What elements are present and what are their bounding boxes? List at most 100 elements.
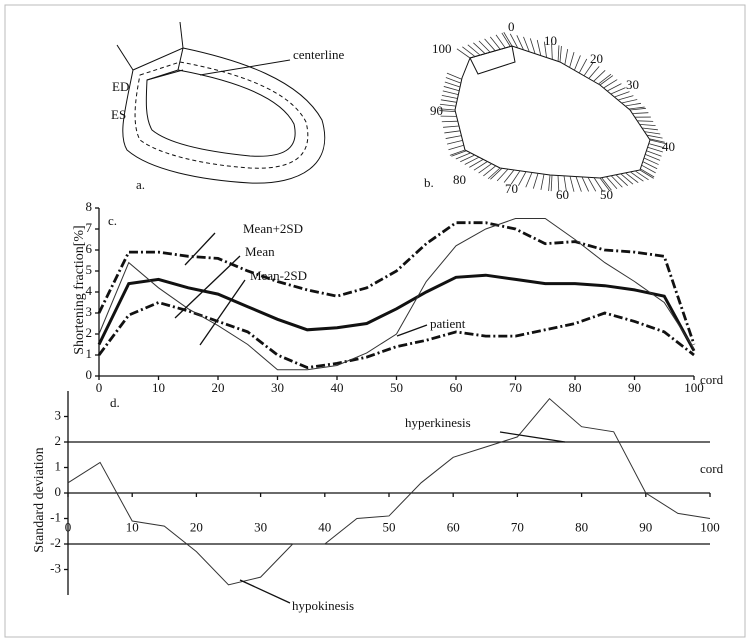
annotation: hyperkinesis bbox=[405, 415, 471, 430]
hatch-line bbox=[441, 100, 457, 103]
hatch-line bbox=[442, 95, 458, 98]
hatch-line bbox=[630, 172, 643, 181]
x-tick-label: 80 bbox=[569, 380, 582, 395]
hatch-line bbox=[640, 170, 654, 178]
x-axis-label: cord bbox=[700, 372, 724, 387]
x-tick-label: 60 bbox=[447, 520, 460, 535]
hatch-line bbox=[541, 174, 544, 190]
hatch-line bbox=[616, 175, 628, 186]
hatch-line bbox=[447, 140, 463, 144]
caption: a. bbox=[136, 177, 145, 192]
hatch-line bbox=[647, 135, 663, 138]
hatch-line bbox=[621, 174, 633, 184]
annotation: Mean-2SD bbox=[250, 268, 307, 283]
hatch-line bbox=[444, 86, 459, 90]
annotation: patient bbox=[430, 316, 466, 331]
hatch-line bbox=[462, 47, 475, 57]
hatch-line bbox=[473, 43, 485, 54]
panel-label: d. bbox=[110, 395, 120, 410]
y-tick-label: 0 bbox=[86, 367, 93, 382]
hatch-line bbox=[598, 74, 611, 84]
hatch-line bbox=[479, 164, 492, 173]
hatch-line bbox=[446, 136, 462, 139]
hatch-line bbox=[648, 147, 663, 152]
hatch-line bbox=[442, 121, 458, 122]
x-tick-label: 80 bbox=[575, 520, 588, 535]
y-tick-label: -1 bbox=[50, 509, 61, 524]
hatch-line bbox=[632, 113, 648, 114]
x-tick-label: 30 bbox=[254, 520, 267, 535]
hatch-line bbox=[468, 45, 480, 55]
annotation: hypokinesis bbox=[292, 598, 354, 613]
figure: ED ES centerline a. 0 10 20 30 40 50 60 … bbox=[0, 0, 751, 644]
hatch-line bbox=[625, 103, 641, 106]
x-tick-label: 60 bbox=[450, 380, 463, 395]
hatch-line bbox=[618, 96, 633, 100]
x-tick-label: 50 bbox=[390, 380, 403, 395]
hatch-line bbox=[642, 128, 658, 130]
hatch-line bbox=[537, 40, 541, 56]
caption: b. bbox=[424, 175, 434, 190]
hatch-line bbox=[443, 91, 459, 95]
hatch-line bbox=[549, 175, 550, 191]
hatch-line bbox=[443, 126, 459, 127]
x-tick-label: 40 bbox=[331, 380, 344, 395]
hatch-line bbox=[474, 162, 487, 171]
hatch-line bbox=[576, 177, 581, 192]
hatch-line bbox=[637, 121, 653, 122]
y-tick-label: 8 bbox=[86, 199, 93, 214]
x-axis-label: cord bbox=[700, 461, 724, 476]
x-tick-label: 50 bbox=[383, 520, 396, 535]
hatch-line bbox=[589, 66, 599, 78]
hatch-line bbox=[448, 145, 463, 150]
hatch-line bbox=[626, 173, 639, 183]
hatch-line bbox=[444, 131, 460, 133]
x-tick-label: 90 bbox=[639, 520, 652, 535]
series-line bbox=[99, 219, 694, 370]
label: ES bbox=[111, 107, 126, 122]
series-line bbox=[68, 399, 710, 585]
panel-b bbox=[439, 32, 666, 191]
hatch-line bbox=[523, 37, 529, 52]
label: 0 bbox=[508, 19, 515, 34]
hatch-line bbox=[526, 172, 532, 187]
x-tick-label: 0 bbox=[96, 380, 103, 395]
leader-line bbox=[397, 325, 427, 336]
y-tick-label: 0 bbox=[55, 484, 62, 499]
hatch-line bbox=[614, 92, 629, 97]
y-axis-label: Standard deviation bbox=[32, 447, 47, 552]
y-tick-label: 3 bbox=[55, 407, 62, 422]
x-tick-label: 20 bbox=[190, 520, 203, 535]
label: 30 bbox=[626, 77, 639, 92]
panel-label: c. bbox=[108, 213, 117, 228]
hatch-line bbox=[483, 166, 495, 176]
hatch-line bbox=[518, 172, 526, 186]
label: 10 bbox=[544, 33, 557, 48]
label: ED bbox=[112, 79, 129, 94]
hatch-line bbox=[469, 159, 483, 167]
hatch-line bbox=[644, 132, 660, 134]
hatch-line bbox=[565, 49, 568, 65]
leader-line bbox=[200, 280, 245, 345]
hatch-line bbox=[588, 177, 596, 191]
hatch-line bbox=[582, 177, 589, 192]
x-tick-label: 70 bbox=[511, 520, 524, 535]
annotation: Mean+2SD bbox=[243, 221, 303, 236]
hatch-line bbox=[450, 150, 465, 155]
hatch-line bbox=[560, 46, 561, 62]
hatch-line bbox=[642, 165, 656, 173]
leader-line bbox=[500, 432, 565, 442]
y-tick-label: -2 bbox=[50, 535, 61, 550]
x-tick-label: 30 bbox=[271, 380, 284, 395]
x-tick-label: 70 bbox=[509, 380, 522, 395]
hatch-line bbox=[479, 41, 490, 52]
y-tick-label: -3 bbox=[50, 560, 61, 575]
y-tick-label: 2 bbox=[55, 433, 62, 448]
label: centerline bbox=[293, 47, 344, 62]
base bbox=[470, 46, 515, 74]
hatch-line bbox=[530, 38, 535, 53]
annotation: Mean bbox=[245, 244, 275, 259]
hatch-line bbox=[622, 99, 638, 103]
hatch-line bbox=[611, 88, 626, 94]
y-tick-label: 1 bbox=[55, 458, 62, 473]
